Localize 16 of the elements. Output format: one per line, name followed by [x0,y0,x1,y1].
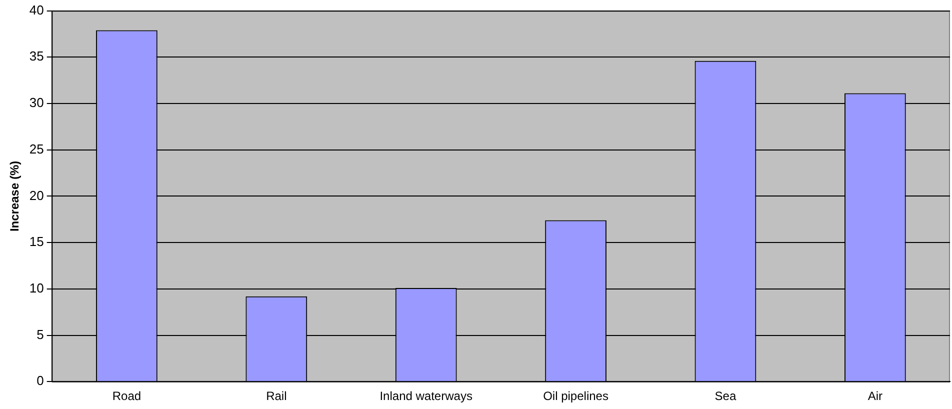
y-tick-label: 30 [29,95,44,110]
x-tick-label: Rail [266,389,287,404]
y-tick-label: 15 [29,234,44,250]
y-tick-label: 40 [29,2,44,18]
x-tick-label: Inland waterways [380,389,472,404]
x-tick-label: Sea [714,389,736,404]
x-tick-label: Road [112,389,142,404]
y-axis-title: Increase (%) [8,160,22,232]
x-tick-label: Air [868,389,882,404]
y-tick-label: 10 [29,280,44,296]
y-tick-label: 0 [36,373,44,388]
y-tick-label: 35 [29,48,44,64]
y-tick-label: 25 [29,141,44,156]
x-tick-label: Oil pipelines [543,389,608,404]
y-tick-label: 5 [36,326,44,342]
y-tick-label: 20 [29,188,44,203]
